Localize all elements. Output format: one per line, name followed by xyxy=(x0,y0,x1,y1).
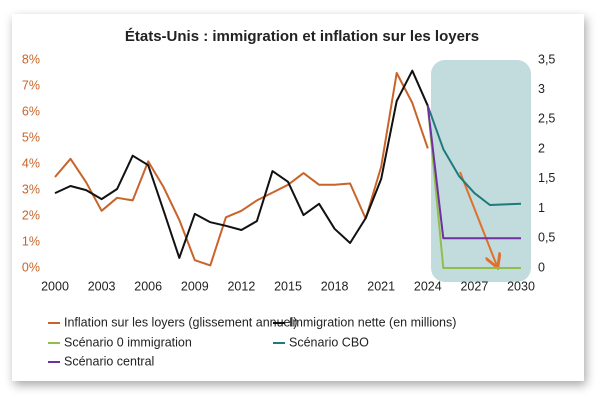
arrow xyxy=(459,171,497,266)
y2-tick-label: 3 xyxy=(538,82,545,96)
y-tick-label: 6% xyxy=(22,104,40,118)
x-tick-label: 2015 xyxy=(274,279,302,293)
series-line xyxy=(54,69,429,259)
y-tick-label: 4% xyxy=(22,156,40,170)
series-line xyxy=(426,105,521,240)
x-tick-label: 2027 xyxy=(460,279,488,293)
y2-tick-label: 1 xyxy=(538,201,545,215)
y-tick-label: 7% xyxy=(22,78,40,92)
x-tick-label: 2003 xyxy=(88,279,116,293)
x-tick-label: 2012 xyxy=(227,279,255,293)
legend-label: Immigration nette (en millions) xyxy=(289,315,456,329)
y2-tick-label: 2 xyxy=(538,141,545,155)
y-tick-label: 3% xyxy=(22,182,40,196)
x-tick-label: 2021 xyxy=(367,279,395,293)
y-tick-label: 0% xyxy=(22,260,40,274)
legend-label: Inflation sur les loyers (glissement ann… xyxy=(64,315,297,329)
x-tick-label: 2000 xyxy=(41,279,69,293)
y2-tick-label: 1,5 xyxy=(538,171,555,185)
y-tick-label: 8% xyxy=(22,52,40,66)
projection-area xyxy=(431,60,531,282)
chart-title: États-Unis : immigration et inflation su… xyxy=(125,28,479,45)
series-line xyxy=(426,105,521,269)
legend-label: Scénario central xyxy=(64,354,154,368)
x-tick-label: 2006 xyxy=(134,279,162,293)
legend-label: Scénario 0 immigration xyxy=(64,335,192,349)
y-tick-label: 5% xyxy=(22,130,40,144)
x-tick-label: 2024 xyxy=(414,279,442,293)
x-tick-label: 2009 xyxy=(181,279,209,293)
y2-tick-label: 2,5 xyxy=(538,112,555,126)
x-tick-label: 2018 xyxy=(321,279,349,293)
y2-tick-label: 0,5 xyxy=(538,231,555,245)
series-line xyxy=(426,105,522,206)
y2-tick-label: 0 xyxy=(538,260,545,274)
y-tick-label: 1% xyxy=(22,234,40,248)
x-tick-label: 2030 xyxy=(507,279,535,293)
legend-label: Scénario CBO xyxy=(289,335,369,349)
y2-tick-label: 3,5 xyxy=(538,52,555,66)
y-tick-label: 2% xyxy=(22,208,40,222)
